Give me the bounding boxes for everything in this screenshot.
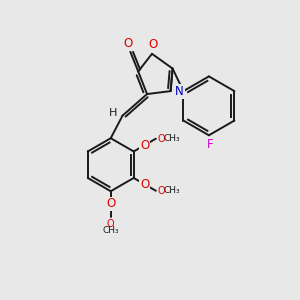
Text: F: F <box>207 138 213 151</box>
Text: O: O <box>140 178 149 191</box>
Text: O: O <box>124 37 133 50</box>
Text: N: N <box>175 85 184 98</box>
Text: CH₃: CH₃ <box>164 134 180 143</box>
Text: O: O <box>158 186 165 196</box>
Text: H: H <box>109 108 117 118</box>
Text: O: O <box>107 219 115 229</box>
Text: O: O <box>140 139 149 152</box>
Text: O: O <box>158 134 165 144</box>
Text: CH₃: CH₃ <box>164 186 180 195</box>
Text: CH₃: CH₃ <box>102 226 119 235</box>
Text: O: O <box>148 38 158 52</box>
Text: O: O <box>106 197 116 211</box>
